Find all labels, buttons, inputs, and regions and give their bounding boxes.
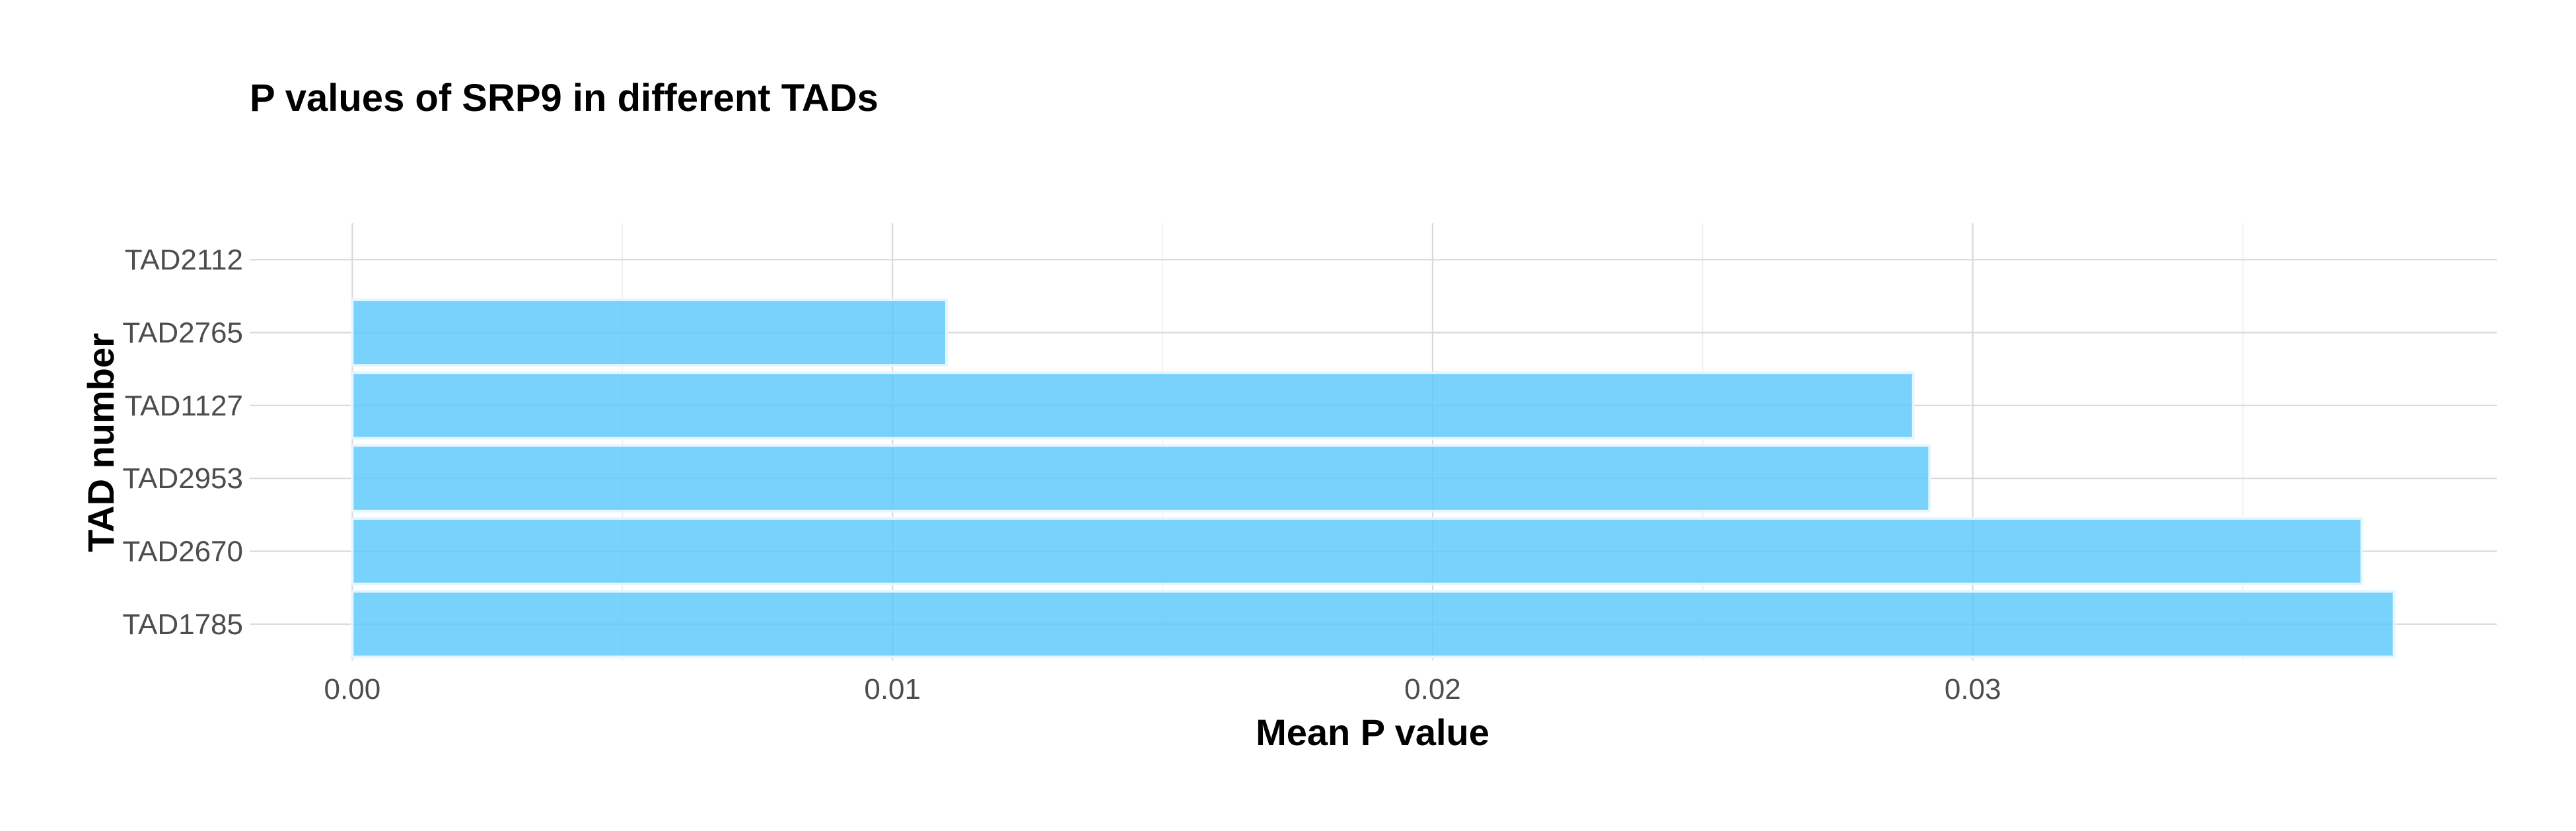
bars <box>351 298 2396 659</box>
bar-tad2670 <box>351 517 2363 586</box>
x-tick-label-3: 0.03 <box>1945 673 2001 705</box>
y-tick-label-tad2953: TAD2953 <box>122 462 243 495</box>
y-tick-label-tad2765: TAD2765 <box>122 317 243 349</box>
x-axis-label: Mean P value <box>1256 711 1489 753</box>
x-tick-label-2: 0.02 <box>1404 673 1461 705</box>
x-tick-labels: 0.00 0.01 0.02 0.03 <box>324 673 2001 705</box>
bar-tad1127 <box>351 371 1915 440</box>
chart-title: P values of SRP9 in different TADs <box>250 77 878 120</box>
y-tick-label-tad2112: TAD2112 <box>125 244 243 276</box>
y-tick-labels: TAD1785 TAD2670 TAD2953 TAD1127 TAD2765 TAD21… <box>122 244 243 641</box>
y-tick-label-tad2670: TAD2670 <box>122 536 243 568</box>
major-vertical-gridlines <box>351 223 1974 661</box>
y-tick-label-tad1127: TAD1127 <box>125 390 243 422</box>
y-tick-label-tad1785: TAD1785 <box>122 608 243 641</box>
x-tick-label-1: 0.01 <box>864 673 921 705</box>
bar-tad2765 <box>351 298 948 367</box>
bar-tad2953 <box>351 444 1931 513</box>
y-axis-label: TAD number <box>80 333 122 552</box>
x-tick-label-0: 0.00 <box>324 673 381 705</box>
bar-tad1785 <box>351 590 2396 659</box>
minor-gridlines <box>622 223 2244 661</box>
